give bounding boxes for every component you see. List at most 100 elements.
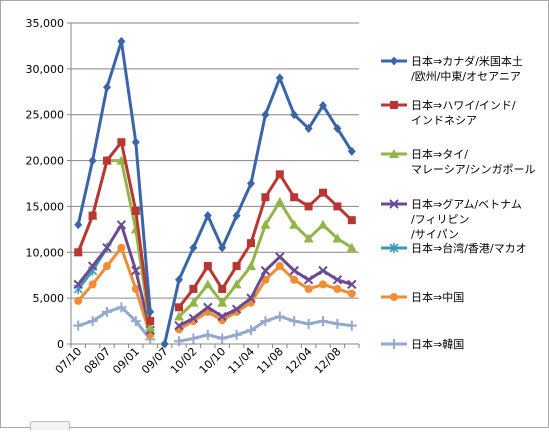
legend-entry-6: 日本⇒中国 xyxy=(381,290,464,304)
data-point xyxy=(116,220,127,230)
data-point xyxy=(74,248,83,257)
data-point xyxy=(231,279,242,289)
data-point xyxy=(333,284,342,293)
legend-entry-2: 日本⇒ハワイ/インド/インドネシア xyxy=(381,98,516,127)
data-point xyxy=(289,316,300,327)
data-point xyxy=(290,110,299,120)
legend-entry-1: 日本⇒カナダ/米国本土/欧州/中東/オセアニア xyxy=(381,54,523,83)
data-point xyxy=(347,289,356,298)
data-point xyxy=(116,155,127,165)
data-point xyxy=(332,318,343,329)
series-4 xyxy=(73,220,357,335)
data-point xyxy=(203,302,213,313)
data-point xyxy=(218,284,227,293)
legend-swatch-marker xyxy=(389,339,399,349)
legend-label: 日本⇒韓国 xyxy=(411,337,464,351)
x-tick-label: 12/04 xyxy=(283,345,315,377)
data-point xyxy=(175,303,183,312)
x-tick-label: 12/08 xyxy=(312,345,344,377)
data-point xyxy=(346,242,357,252)
legend-swatch-marker xyxy=(390,293,398,301)
data-point xyxy=(103,156,111,165)
data-point xyxy=(246,325,256,336)
legend-label: 日本⇒グアム/ベトナム xyxy=(411,197,522,211)
data-point xyxy=(189,284,198,293)
data-point xyxy=(103,82,111,92)
data-point xyxy=(131,284,140,293)
data-point xyxy=(261,110,270,120)
data-point xyxy=(304,284,313,293)
legend-entry-5: 日本⇒台湾/香港/マカオ xyxy=(381,241,527,255)
data-point xyxy=(289,265,299,276)
legend-label: 日本⇒台湾/香港/マカオ xyxy=(411,241,527,255)
data-point xyxy=(102,242,112,253)
sheet-tab[interactable] xyxy=(30,421,70,430)
x-tick-label: 10/10 xyxy=(197,345,229,377)
data-point xyxy=(332,233,343,243)
legend-label: 日本⇒中国 xyxy=(411,290,464,304)
data-point xyxy=(117,138,126,147)
data-point xyxy=(275,73,284,83)
data-point xyxy=(188,333,199,344)
data-point xyxy=(332,275,343,285)
y-tick-label: 30,000 xyxy=(26,63,65,76)
data-point xyxy=(318,219,328,229)
data-point xyxy=(303,233,314,243)
data-point xyxy=(174,311,184,321)
legend-entry-3: 日本⇒タイ/マレーシア/シンガポール xyxy=(381,147,536,176)
data-point xyxy=(203,211,212,221)
series-6 xyxy=(74,243,356,339)
data-point xyxy=(174,336,184,347)
legend-swatch-marker xyxy=(389,199,399,209)
data-point xyxy=(87,261,98,271)
data-point xyxy=(318,265,328,276)
series-line xyxy=(77,305,152,341)
data-point xyxy=(347,146,356,156)
data-point xyxy=(202,279,213,289)
series-7 xyxy=(73,302,357,347)
data-point xyxy=(289,219,300,229)
data-point xyxy=(88,280,97,289)
data-point xyxy=(102,306,112,317)
series-layer xyxy=(73,36,357,349)
data-point xyxy=(103,262,111,271)
series-line xyxy=(76,140,152,322)
data-point xyxy=(116,302,127,313)
data-point xyxy=(247,179,255,188)
legend-label: /サイパン xyxy=(411,228,459,241)
legend-swatch-marker xyxy=(389,149,399,158)
data-point xyxy=(160,339,169,349)
data-point xyxy=(73,320,84,331)
data-point xyxy=(188,313,199,324)
data-point xyxy=(346,320,357,331)
data-point xyxy=(290,275,299,284)
data-point xyxy=(175,275,183,285)
legend-entry-7: 日本⇒韓国 xyxy=(381,337,464,351)
data-point xyxy=(246,261,256,271)
series-1 xyxy=(74,36,356,349)
data-point xyxy=(247,239,255,248)
data-point xyxy=(88,156,97,166)
data-point xyxy=(275,252,285,262)
data-point xyxy=(304,202,313,211)
data-point xyxy=(231,304,242,314)
legend-swatch-marker xyxy=(390,56,398,66)
data-point xyxy=(261,193,270,202)
data-point xyxy=(117,243,126,252)
series-line xyxy=(76,39,152,313)
y-tick-label: 0 xyxy=(57,338,64,351)
data-point xyxy=(275,170,284,179)
legend-label: マレーシア/シンガポール xyxy=(411,163,536,176)
data-point xyxy=(261,275,270,284)
series-3 xyxy=(73,155,357,332)
data-point xyxy=(260,316,271,327)
data-point xyxy=(174,320,184,331)
data-point xyxy=(304,123,313,133)
data-point xyxy=(146,307,155,317)
series-2 xyxy=(74,138,356,326)
data-point xyxy=(145,322,156,332)
y-tick-label: 10,000 xyxy=(26,246,65,259)
data-point xyxy=(347,279,357,290)
